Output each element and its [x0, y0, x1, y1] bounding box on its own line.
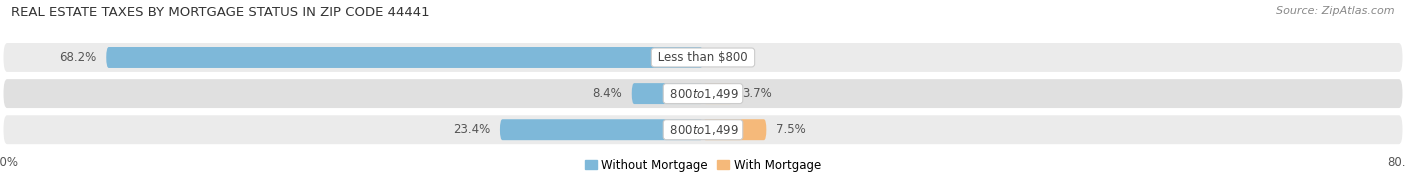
FancyBboxPatch shape — [631, 83, 703, 104]
FancyBboxPatch shape — [4, 115, 1402, 144]
FancyBboxPatch shape — [4, 79, 1402, 108]
Text: $800 to $1,499: $800 to $1,499 — [666, 123, 740, 137]
Text: Less than $800: Less than $800 — [654, 51, 752, 64]
Text: 23.4%: 23.4% — [453, 123, 491, 136]
Text: 68.2%: 68.2% — [59, 51, 97, 64]
Text: 0.0%: 0.0% — [710, 51, 740, 64]
FancyBboxPatch shape — [703, 83, 733, 104]
Text: 7.5%: 7.5% — [776, 123, 806, 136]
Legend: Without Mortgage, With Mortgage: Without Mortgage, With Mortgage — [585, 159, 821, 172]
FancyBboxPatch shape — [107, 47, 703, 68]
Text: 8.4%: 8.4% — [592, 87, 621, 100]
Text: Source: ZipAtlas.com: Source: ZipAtlas.com — [1277, 6, 1395, 16]
FancyBboxPatch shape — [4, 43, 1402, 72]
Text: REAL ESTATE TAXES BY MORTGAGE STATUS IN ZIP CODE 44441: REAL ESTATE TAXES BY MORTGAGE STATUS IN … — [11, 6, 430, 19]
Text: $800 to $1,499: $800 to $1,499 — [666, 87, 740, 101]
FancyBboxPatch shape — [703, 119, 766, 140]
FancyBboxPatch shape — [501, 119, 703, 140]
Text: 3.7%: 3.7% — [742, 87, 772, 100]
